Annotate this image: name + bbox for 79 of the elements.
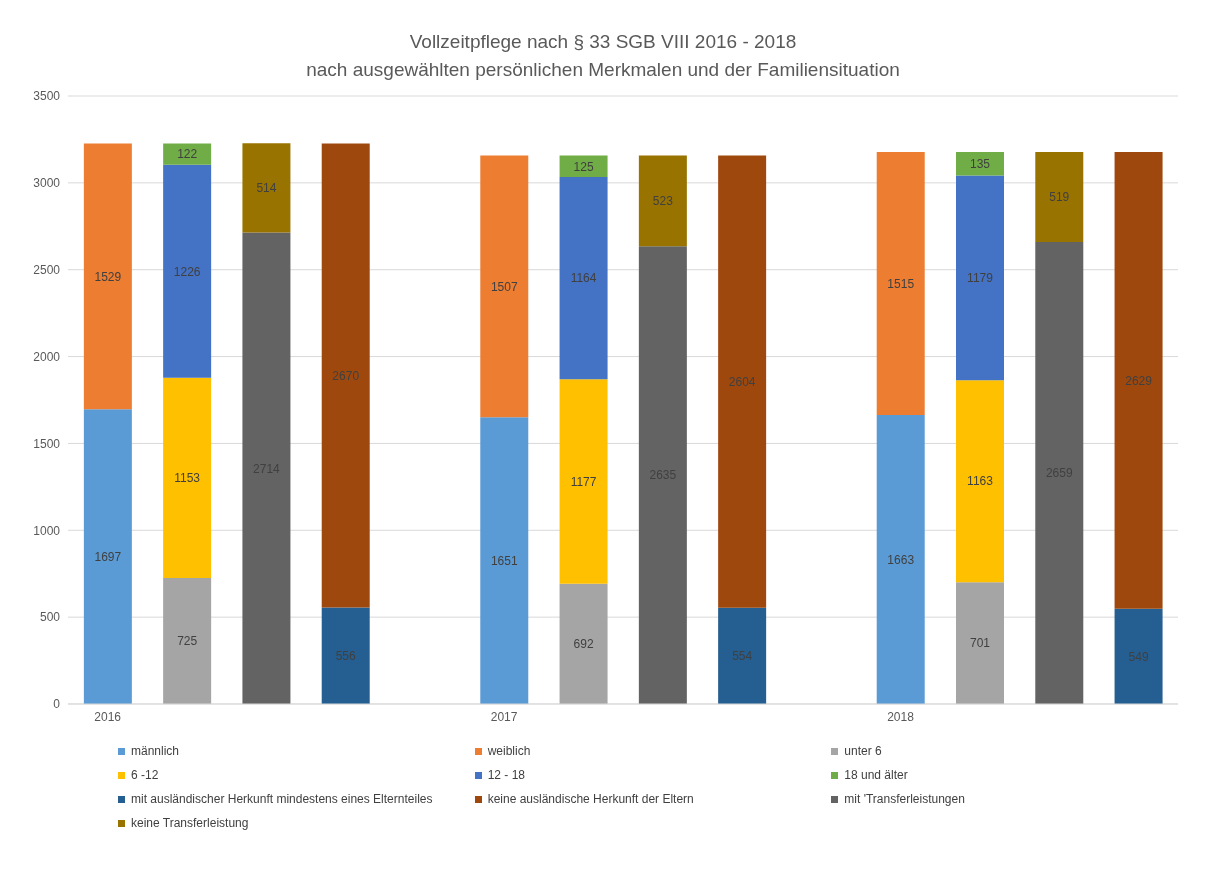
bar <box>559 177 608 380</box>
data-label: 1507 <box>490 279 518 294</box>
data-label: 1163 <box>967 474 994 489</box>
bar <box>1035 242 1084 704</box>
data-label: 519 <box>1049 190 1070 205</box>
legend-label: mit ausländischer Herkunft mindestens eines Elternteiles <box>131 792 433 806</box>
bar <box>321 143 370 608</box>
x-tick-label: 2016 <box>94 709 122 724</box>
bar <box>718 607 767 704</box>
bar <box>480 417 529 704</box>
data-label: 1697 <box>94 549 122 564</box>
legend-label: mit 'Transferleistungen <box>844 792 965 806</box>
data-label: 1177 <box>570 474 597 489</box>
data-label: 1515 <box>887 276 915 291</box>
y-tick-label: 1000 <box>33 523 61 538</box>
data-label: 554 <box>732 649 753 664</box>
bar <box>83 143 132 410</box>
data-label: 2604 <box>728 374 756 389</box>
legend-label: 6 -12 <box>131 768 159 782</box>
bar <box>1114 151 1163 609</box>
bar <box>559 155 608 178</box>
data-label: 2670 <box>332 368 360 383</box>
chart-subtitle: nach ausgewählten persönlichen Merkmalen und der Familiensituation <box>305 58 901 82</box>
legend-label: männlich <box>131 744 180 758</box>
y-tick-label: 0 <box>53 697 61 712</box>
data-label: 701 <box>969 636 991 651</box>
bar <box>638 246 687 704</box>
data-label: 1179 <box>967 271 994 286</box>
data-label: 1164 <box>570 271 597 286</box>
bar <box>163 578 212 704</box>
bar <box>163 164 212 378</box>
x-tick-label: 2018 <box>887 709 915 724</box>
data-label: 125 <box>573 159 594 174</box>
data-label: 1651 <box>490 553 518 568</box>
data-label: 556 <box>335 648 357 663</box>
bar <box>956 175 1004 381</box>
bar <box>242 232 291 704</box>
legend-label: 18 und älter <box>844 768 908 782</box>
bar <box>163 143 212 165</box>
bar <box>718 155 767 608</box>
bar <box>559 379 608 584</box>
y-tick-label: 2500 <box>33 262 61 277</box>
bar <box>1114 608 1163 704</box>
bar <box>956 380 1004 583</box>
y-tick-label: 1500 <box>33 436 61 451</box>
chart-title: Vollzeitpflege nach § 33 SGB VIII 2016 - 2018 <box>408 30 798 54</box>
data-label: 122 <box>177 147 198 162</box>
bar <box>321 607 370 704</box>
legend-label: keine Transferleistung <box>131 816 249 830</box>
bar <box>480 155 529 418</box>
bar <box>163 377 212 579</box>
data-label: 725 <box>177 634 198 649</box>
data-label: 549 <box>1128 649 1149 664</box>
data-label: 135 <box>969 156 991 171</box>
y-tick-label: 500 <box>39 610 61 625</box>
bar <box>876 415 925 704</box>
bar <box>1035 151 1084 243</box>
data-label: 1663 <box>887 552 915 567</box>
y-tick-label: 3000 <box>33 176 61 191</box>
y-tick-label: 2000 <box>33 349 61 364</box>
data-label: 692 <box>573 637 594 652</box>
data-label: 514 <box>256 181 277 196</box>
legend-label: unter 6 <box>844 744 882 758</box>
y-tick-label: 3500 <box>33 89 61 104</box>
legend-label: weiblich <box>487 744 531 758</box>
bar <box>956 582 1004 704</box>
data-label: 1153 <box>174 471 201 486</box>
bar <box>876 151 925 416</box>
data-label: 1529 <box>94 269 122 284</box>
data-label: 1226 <box>173 264 201 279</box>
bar <box>83 409 132 704</box>
data-label: 523 <box>652 194 674 209</box>
legend-label: keine ausländische Herkunft der Eltern <box>487 792 694 806</box>
x-tick-label: 2017 <box>490 709 518 724</box>
data-label: 2629 <box>1125 373 1153 388</box>
bar <box>638 155 687 247</box>
bar <box>559 583 608 704</box>
bar <box>242 143 291 233</box>
legend-label: 12 - 18 <box>487 768 526 782</box>
